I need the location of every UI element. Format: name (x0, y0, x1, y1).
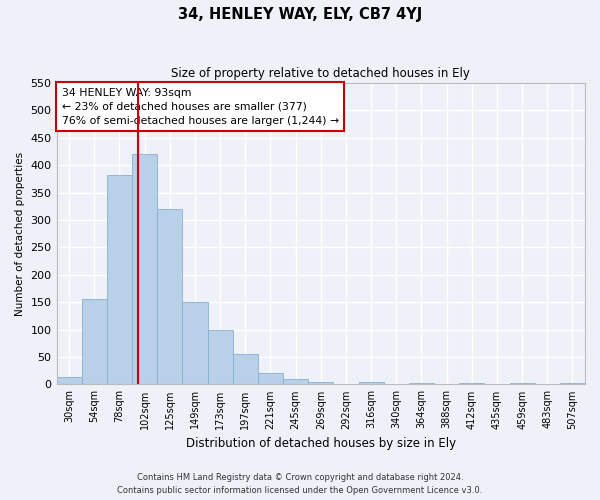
Y-axis label: Number of detached properties: Number of detached properties (15, 152, 25, 316)
Text: 34 HENLEY WAY: 93sqm
← 23% of detached houses are smaller (377)
76% of semi-deta: 34 HENLEY WAY: 93sqm ← 23% of detached h… (62, 88, 339, 126)
Bar (82, 300, 107, 384)
Text: Contains HM Land Registry data © Crown copyright and database right 2024.
Contai: Contains HM Land Registry data © Crown c… (118, 474, 482, 495)
Bar (233, 354, 258, 384)
Bar (359, 382, 383, 384)
Title: Size of property relative to detached houses in Ely: Size of property relative to detached ho… (172, 68, 470, 80)
Bar (132, 154, 157, 384)
Bar (56, 378, 82, 384)
Bar (157, 209, 182, 384)
Bar (208, 330, 233, 384)
Bar (560, 383, 585, 384)
Bar (182, 302, 208, 384)
Bar (308, 382, 334, 384)
Bar (107, 174, 132, 384)
Bar (409, 383, 434, 384)
Text: 34, HENLEY WAY, ELY, CB7 4YJ: 34, HENLEY WAY, ELY, CB7 4YJ (178, 8, 422, 22)
Bar (283, 379, 308, 384)
Bar (258, 374, 283, 384)
X-axis label: Distribution of detached houses by size in Ely: Distribution of detached houses by size … (186, 437, 456, 450)
